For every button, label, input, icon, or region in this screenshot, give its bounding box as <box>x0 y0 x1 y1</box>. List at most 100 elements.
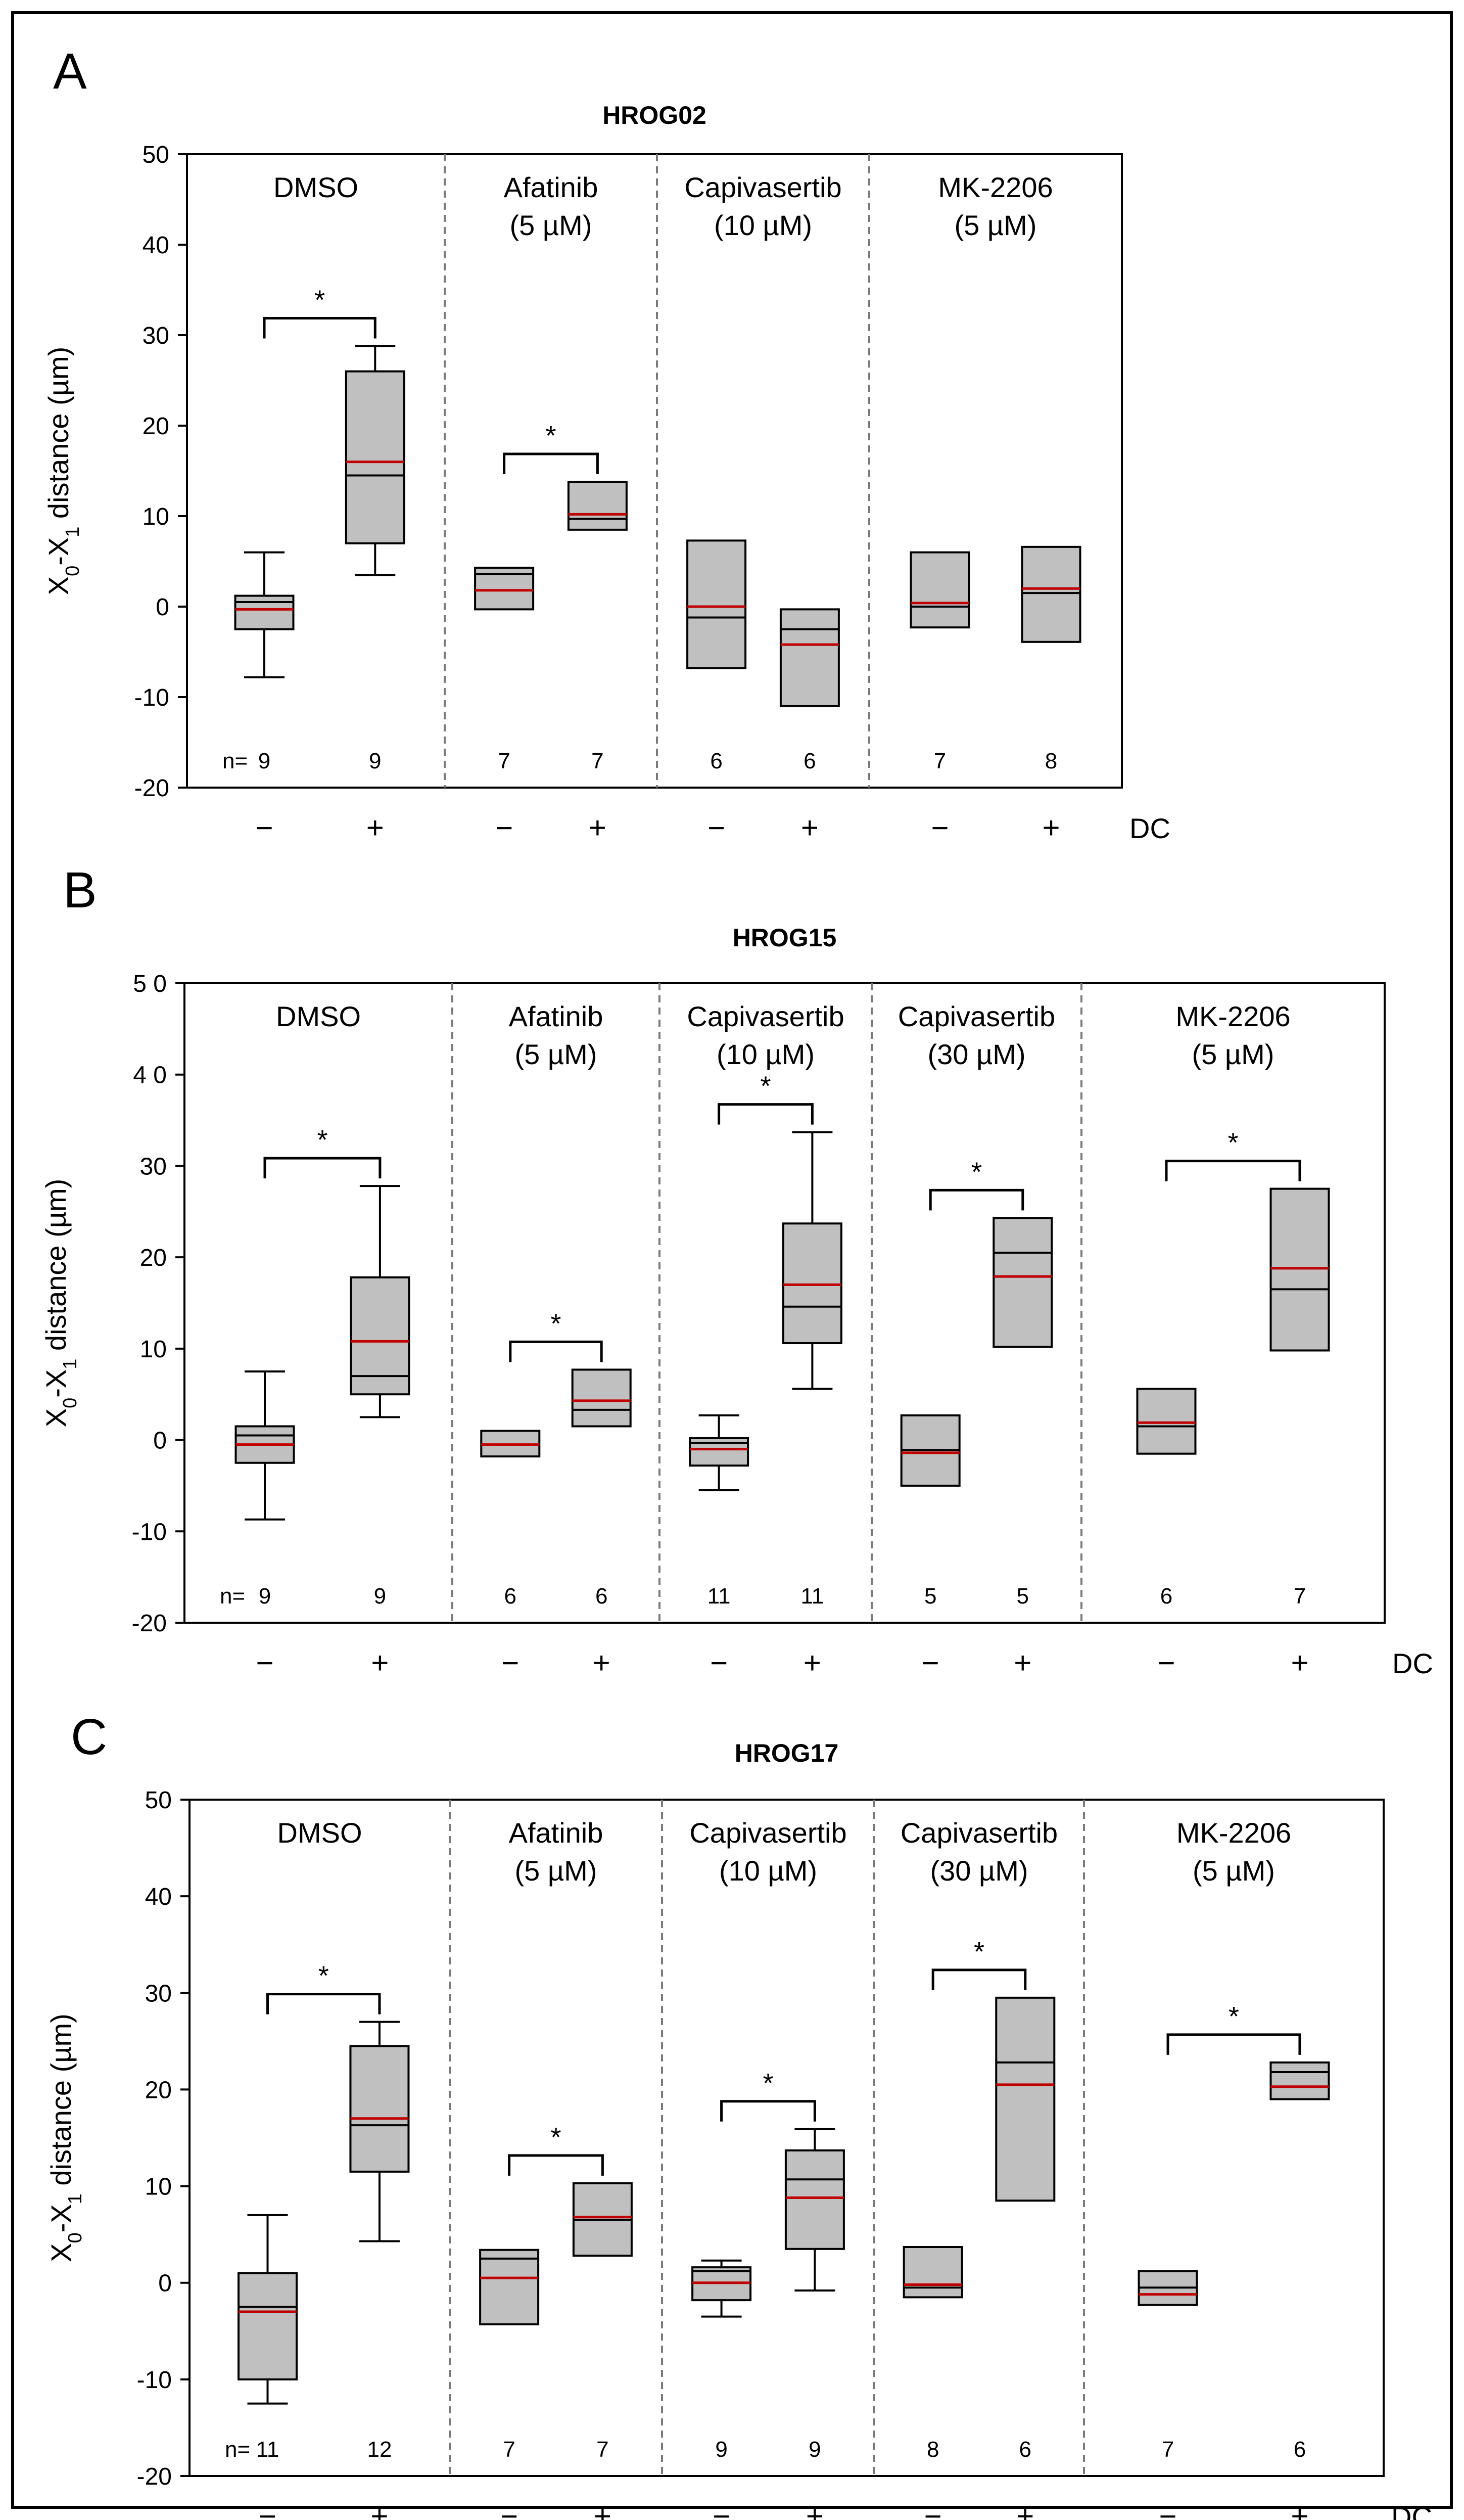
n-value: 6 <box>1294 2437 1306 2462</box>
y-tick-label: 30 <box>143 323 169 349</box>
significance-star: * <box>545 421 556 451</box>
chart-title: HROG17 <box>735 1739 839 1767</box>
box-iqr <box>349 2045 410 2173</box>
dc-sign: − <box>259 2499 276 2520</box>
treatment-group: Afatinib(5 µM)7−7+* <box>449 1800 633 2520</box>
significance-bracket <box>509 1340 603 1362</box>
group-label: (5 µM) <box>1192 1038 1274 1070</box>
box-plot: 9− <box>234 551 295 845</box>
n-value: 7 <box>503 2437 515 2462</box>
box-iqr <box>1021 545 1081 643</box>
significance-star: * <box>550 1308 561 1339</box>
dc-sign: − <box>256 1646 273 1680</box>
significance-star: * <box>763 2068 773 2098</box>
group-label: MK-2206 <box>1176 1817 1291 1849</box>
n-value: 6 <box>1019 2437 1031 2462</box>
dc-sign: + <box>1042 811 1060 845</box>
y-tick-label: -10 <box>134 684 169 711</box>
treatment-group: MK-2206(5 µM)6−7+* <box>1080 983 1330 1680</box>
dc-sign: − <box>500 2499 518 2520</box>
box-iqr <box>910 551 970 629</box>
box-iqr <box>345 370 405 544</box>
y-tick-label: 40 <box>145 1884 172 1910</box>
y-tick-label: 10 <box>143 503 169 530</box>
dc-sign: + <box>1291 1646 1308 1680</box>
box-iqr <box>1136 1388 1197 1455</box>
box-plot: 9− <box>234 1370 295 1680</box>
dc-sign: − <box>713 2499 730 2520</box>
box-plot: 7− <box>474 567 535 845</box>
y-axis-label: X0-X1 distance (µm) <box>40 1179 81 1428</box>
significance-bracket <box>929 1188 1024 1211</box>
y-tick-label: 4 0 <box>133 1062 167 1089</box>
y-tick-label: 0 <box>158 2270 172 2297</box>
significance-bracket <box>1165 1160 1301 1181</box>
dc-label: DC <box>1129 812 1170 844</box>
box-iqr <box>995 1996 1056 2202</box>
y-tick-label: 10 <box>145 2174 172 2201</box>
box-plot: 6+ <box>571 1368 632 1680</box>
significance-bracket <box>508 2154 604 2176</box>
significance-star: * <box>318 1961 329 1991</box>
box-plot: 9− <box>691 2259 752 2520</box>
n-value: 9 <box>809 2437 821 2462</box>
treatment-group: MK-2206(5 µM)7−8+ <box>868 154 1081 845</box>
dc-sign: − <box>922 1646 939 1680</box>
n-value: 6 <box>1160 1584 1172 1609</box>
box-iqr <box>782 1222 842 1345</box>
chart-panel-c: C HROG17 -20 -10 0 10 20 30 40 50 X0-X1 distance (… <box>45 1709 1432 2520</box>
chart-title: HROG02 <box>602 101 706 129</box>
box-plot: 6+ <box>1269 2061 1330 2520</box>
box-plot: 7+ <box>567 480 628 845</box>
box-plot: 8− <box>903 2246 963 2520</box>
box-plot: 7− <box>1138 2270 1198 2520</box>
dc-sign: − <box>1157 1646 1175 1680</box>
treatment-group: Capivasertib(30 µM)8−6+* <box>873 1800 1058 2520</box>
dc-sign: + <box>801 811 819 845</box>
dc-sign: + <box>1016 2499 1034 2520</box>
y-tick-label: 50 <box>145 1787 172 1814</box>
group-label: Afatinib <box>509 1817 603 1849</box>
group-label: (10 µM) <box>714 209 812 241</box>
dc-sign: + <box>594 2499 611 2520</box>
box-plot: 9+ <box>784 2128 845 2520</box>
n-value: 7 <box>591 749 603 773</box>
group-label: MK-2206 <box>938 171 1053 203</box>
dc-sign: + <box>806 2499 824 2520</box>
group-label: MK-2206 <box>1175 1000 1290 1032</box>
n-label: n= <box>222 749 248 773</box>
box-iqr <box>1269 2061 1330 2100</box>
group-label: Capivasertib <box>687 1000 844 1032</box>
group-label: (10 µM) <box>719 1855 817 1887</box>
box-plot: 7− <box>479 2249 540 2520</box>
dc-sign: + <box>589 811 606 845</box>
significance-bracket <box>1166 2033 1301 2055</box>
box-plot: 12 + <box>349 2021 410 2520</box>
y-tick-label: 30 <box>145 1980 172 2007</box>
panel-letter: A <box>53 43 87 100</box>
dc-sign: − <box>710 1646 728 1680</box>
group-label: (5 µM) <box>510 209 592 241</box>
dc-sign: − <box>255 811 273 845</box>
chart-panel-a: A HROG02 -20 -10 0 10 20 30 40 50 X0-X1 distance (… <box>42 43 1170 845</box>
group-label: Capivasertib <box>689 1817 846 1849</box>
treatment-group: Capivasertib(10 µM)9−9+* <box>661 1800 847 2520</box>
box-plot: 6− <box>686 539 747 845</box>
y-tick-label: -20 <box>134 775 169 802</box>
n-label: n= <box>225 2437 250 2462</box>
n-value: 7 <box>1162 2437 1174 2462</box>
y-tick-label: 20 <box>143 413 169 440</box>
dc-sign: − <box>931 811 949 845</box>
n-value: 7 <box>934 749 946 773</box>
n-value: 6 <box>710 749 722 773</box>
box-iqr <box>238 2272 298 2380</box>
group-label: (30 µM) <box>930 1855 1028 1887</box>
significance-star: * <box>1229 2001 1239 2032</box>
significance-bracket <box>503 452 599 474</box>
box-plot: 5− <box>900 1414 961 1680</box>
box-iqr <box>350 1276 410 1396</box>
significance-star: * <box>974 1937 984 1967</box>
treatment-group: Capivasertib(10 µM)6−6+ <box>656 154 842 845</box>
dc-sign: − <box>707 811 725 845</box>
significance-bracket <box>263 1157 382 1179</box>
